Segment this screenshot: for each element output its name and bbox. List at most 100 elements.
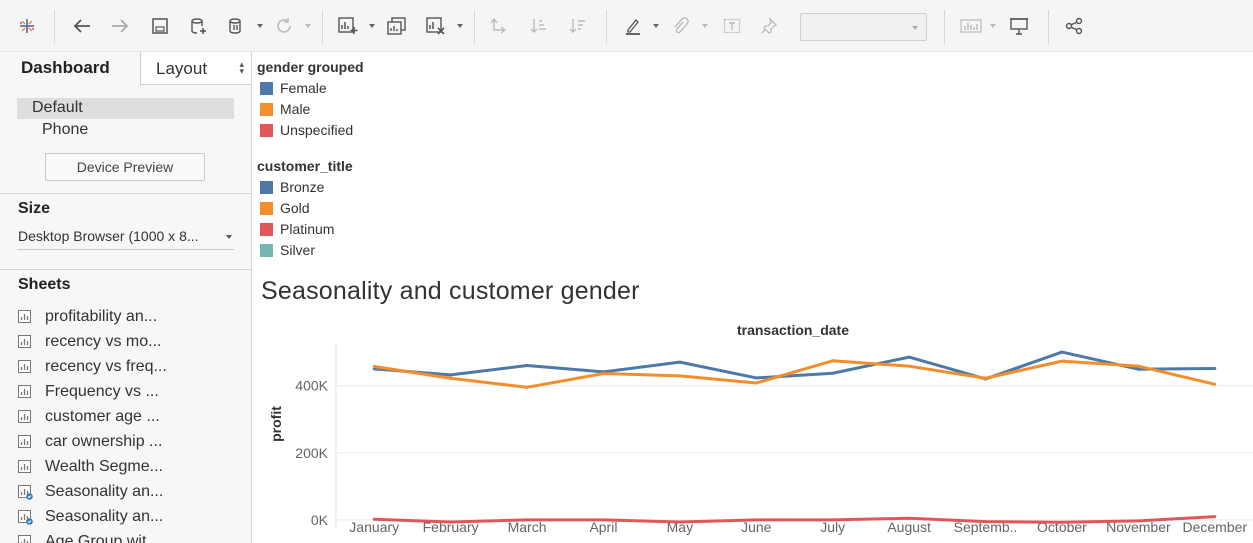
data-point[interactable] <box>907 364 911 368</box>
data-point[interactable] <box>525 385 529 389</box>
grid <box>335 342 1253 530</box>
tab-layout-label: Layout <box>156 59 208 78</box>
data-point[interactable] <box>1136 519 1140 523</box>
legend-item[interactable]: Silver <box>260 242 315 258</box>
chart-title: Seasonality and customer gender <box>261 277 640 305</box>
data-point[interactable] <box>984 376 988 380</box>
data-point[interactable] <box>1213 382 1217 386</box>
data-point[interactable] <box>831 518 835 522</box>
save-icon[interactable] <box>148 0 172 52</box>
presentation-icon[interactable] <box>1007 0 1031 52</box>
worksheet-in-use-icon <box>18 509 33 525</box>
legend-item[interactable]: Gold <box>260 200 310 216</box>
data-point[interactable] <box>984 520 988 524</box>
data-point[interactable] <box>907 355 911 359</box>
data-point[interactable] <box>831 359 835 363</box>
sheet-item[interactable]: car ownership ... <box>18 431 162 453</box>
sheet-item[interactable]: Frequency vs ... <box>18 381 159 403</box>
undo-icon[interactable] <box>70 0 94 52</box>
data-point[interactable] <box>678 374 682 378</box>
sheet-item-label: Seasonality an... <box>45 508 164 525</box>
data-point[interactable] <box>754 376 758 380</box>
data-point[interactable] <box>1060 350 1064 354</box>
show-me-icon[interactable] <box>958 0 984 52</box>
share-icon[interactable] <box>1062 0 1086 52</box>
pause-updates-icon[interactable] <box>224 0 248 52</box>
redo-icon[interactable] <box>108 0 132 52</box>
worksheet-icon <box>18 334 33 350</box>
data-point[interactable] <box>1136 364 1140 368</box>
x-tick-label: December <box>1182 519 1247 535</box>
data-point[interactable] <box>907 516 911 520</box>
sheet-item-label: Age Group wit... <box>45 533 160 543</box>
device-default[interactable]: Default <box>17 98 234 119</box>
size-dropdown[interactable]: Desktop Browser (1000 x 8... <box>17 226 234 250</box>
line-chart[interactable]: transaction_date profit 0K 200K 400K Janua… <box>253 314 1253 543</box>
data-point[interactable] <box>1213 367 1217 371</box>
legend-item[interactable]: Platinum <box>260 221 334 237</box>
sheet-item[interactable]: recency vs freq... <box>18 356 167 378</box>
device-preview-button[interactable]: Device Preview <box>45 153 205 181</box>
data-point[interactable] <box>449 376 453 380</box>
data-point[interactable] <box>1060 359 1064 363</box>
tab-dashboard[interactable]: Dashboard <box>21 58 110 77</box>
sheet-item-label: customer age ... <box>45 408 160 425</box>
sheet-item[interactable]: Seasonality an... <box>18 481 163 503</box>
legend-item-label: Female <box>280 80 327 96</box>
sheet-item[interactable]: profitability an... <box>18 306 157 328</box>
swap-icon[interactable] <box>488 0 512 52</box>
data-point[interactable] <box>678 360 682 364</box>
sheet-item[interactable]: recency vs mo... <box>18 331 161 353</box>
highlight-icon[interactable] <box>621 0 645 52</box>
series-line-female[interactable] <box>374 350 1215 381</box>
sheet-item[interactable]: Age Group wit... <box>18 531 160 543</box>
new-data-source-icon[interactable] <box>186 0 210 52</box>
data-point[interactable] <box>678 520 682 524</box>
series-line-male[interactable] <box>373 359 1216 389</box>
device-phone[interactable]: Phone <box>42 121 89 138</box>
sheet-item[interactable]: Wealth Segme... <box>18 456 163 478</box>
data-point[interactable] <box>372 517 376 521</box>
tab-layout[interactable]: Layout ▴ ▾ <box>140 52 251 85</box>
tableau-logo-icon[interactable] <box>14 0 40 52</box>
worksheet-icon <box>18 359 33 375</box>
refresh-icon[interactable] <box>272 0 296 52</box>
sheet-item[interactable]: customer age ... <box>18 406 160 428</box>
data-point[interactable] <box>1136 367 1140 371</box>
data-point[interactable] <box>601 518 605 522</box>
series-line-unspecified[interactable] <box>374 515 1215 524</box>
sort-descending-icon[interactable] <box>566 0 590 52</box>
new-worksheet-icon[interactable] <box>336 0 360 52</box>
data-point[interactable] <box>449 373 453 377</box>
worksheet-icon <box>18 409 33 425</box>
data-point[interactable] <box>1213 515 1217 519</box>
data-point[interactable] <box>372 365 376 369</box>
worksheet-icon <box>18 384 33 400</box>
fit-dropdown[interactable] <box>800 13 927 41</box>
data-point[interactable] <box>601 372 605 376</box>
legend-item-label: Gold <box>280 200 310 216</box>
fix-axes-icon[interactable] <box>757 0 781 52</box>
legend-item[interactable]: Unspecified <box>260 122 353 138</box>
duplicate-sheet-icon[interactable] <box>385 0 409 52</box>
clear-sheet-icon[interactable] <box>424 0 448 52</box>
x-tick-label: March <box>508 519 547 535</box>
sheet-item-label: recency vs freq... <box>45 358 167 375</box>
data-point[interactable] <box>449 520 453 524</box>
sheet-item-label: Wealth Segme... <box>45 458 163 475</box>
data-point[interactable] <box>525 364 529 367</box>
y-tick-label: 0K <box>311 512 329 528</box>
data-point[interactable] <box>754 518 758 522</box>
data-point[interactable] <box>754 381 758 385</box>
data-point[interactable] <box>831 371 835 375</box>
data-point[interactable] <box>1060 520 1064 524</box>
annotate-icon[interactable] <box>668 0 692 52</box>
show-labels-icon[interactable] <box>720 0 744 52</box>
legend-item[interactable]: Bronze <box>260 179 324 195</box>
sheet-item[interactable]: Seasonality an... <box>18 506 163 528</box>
legend-item[interactable]: Female <box>260 80 327 96</box>
data-point[interactable] <box>525 518 529 522</box>
legend-item[interactable]: Male <box>260 101 310 117</box>
sort-ascending-icon[interactable] <box>527 0 551 52</box>
x-axis-title: transaction_date <box>737 322 849 338</box>
